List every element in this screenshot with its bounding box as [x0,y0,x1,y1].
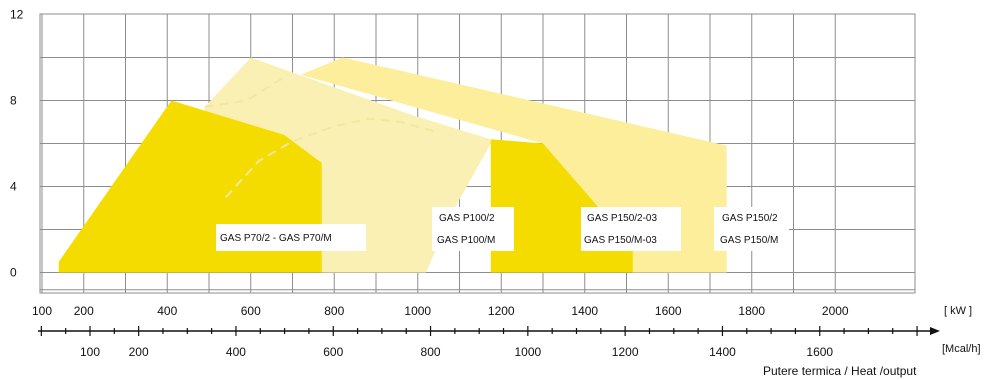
y-tick-label: 0 [10,266,17,280]
series-label-box-1 [216,224,366,251]
kw-tick-label: 1200 [488,304,515,318]
mcal-tick-label: 1600 [806,345,833,359]
kw-unit-label: [ kW ] [944,305,972,317]
series-label: GAS P70/2 - GAS P70/M [220,233,332,244]
mcal-tick-label: 800 [421,345,441,359]
x-axis-title: Putere termica / Heat /output [763,364,917,378]
series-label: GAS P100/M [437,235,495,246]
kw-tick-label: 400 [157,304,177,318]
y-tick-label: 4 [10,180,17,194]
y-axis-ticks: 0 4 8 12 [10,8,24,280]
series-label: GAS P150/M-03 [584,235,657,246]
series-label: GAS P100/2 [439,213,495,224]
kw-tick-label: 2000 [822,304,849,318]
dashed-curves [204,73,439,198]
kw-tick-label: 100 [32,304,52,318]
kw-tick-label: 800 [324,304,344,318]
series-label-box-3 [581,207,681,251]
kw-tick-label: 1800 [738,304,765,318]
series-label: GAS P150/2 [722,213,778,224]
dashed-curve-2 [224,117,439,198]
y-tick-label: 12 [10,8,24,22]
mcal-tick-label: 1400 [709,345,736,359]
mcal-tick-label: 1200 [612,345,639,359]
series-label: GAS P150/2-03 [587,213,657,224]
kw-tick-label: 1000 [404,304,431,318]
series-label-box-2 [432,207,514,251]
kw-axis-ticks: 100 200 400 600 800 1000 1200 1400 1600 1800 2000 [32,304,849,318]
mcal-tick-label: 1000 [514,345,541,359]
mcal-axis: 100 200 400 600 800 1000 1200 1400 1600 [38,326,940,359]
mcal-axis-arrow [930,327,940,335]
plot-frame [39,13,916,294]
mcal-tick-label: 100 [80,345,100,359]
mcal-unit-label: [Mcal/h] [942,343,981,355]
series-labels: GAS P70/2 - GAS P70/M GAS P100/2 GAS P100/… [216,207,789,251]
series-label-box-4 [714,207,789,251]
mcal-tick-label: 200 [129,345,149,359]
kw-tick-label: 200 [74,304,94,318]
kw-tick-label: 1600 [655,304,682,318]
y-tick-label: 8 [10,94,17,108]
kw-tick-label: 1400 [571,304,598,318]
series-label: GAS P150/M [720,235,778,246]
kw-tick-label: 600 [241,304,261,318]
mcal-tick-label: 400 [226,345,246,359]
mcal-tick-label: 600 [323,345,343,359]
